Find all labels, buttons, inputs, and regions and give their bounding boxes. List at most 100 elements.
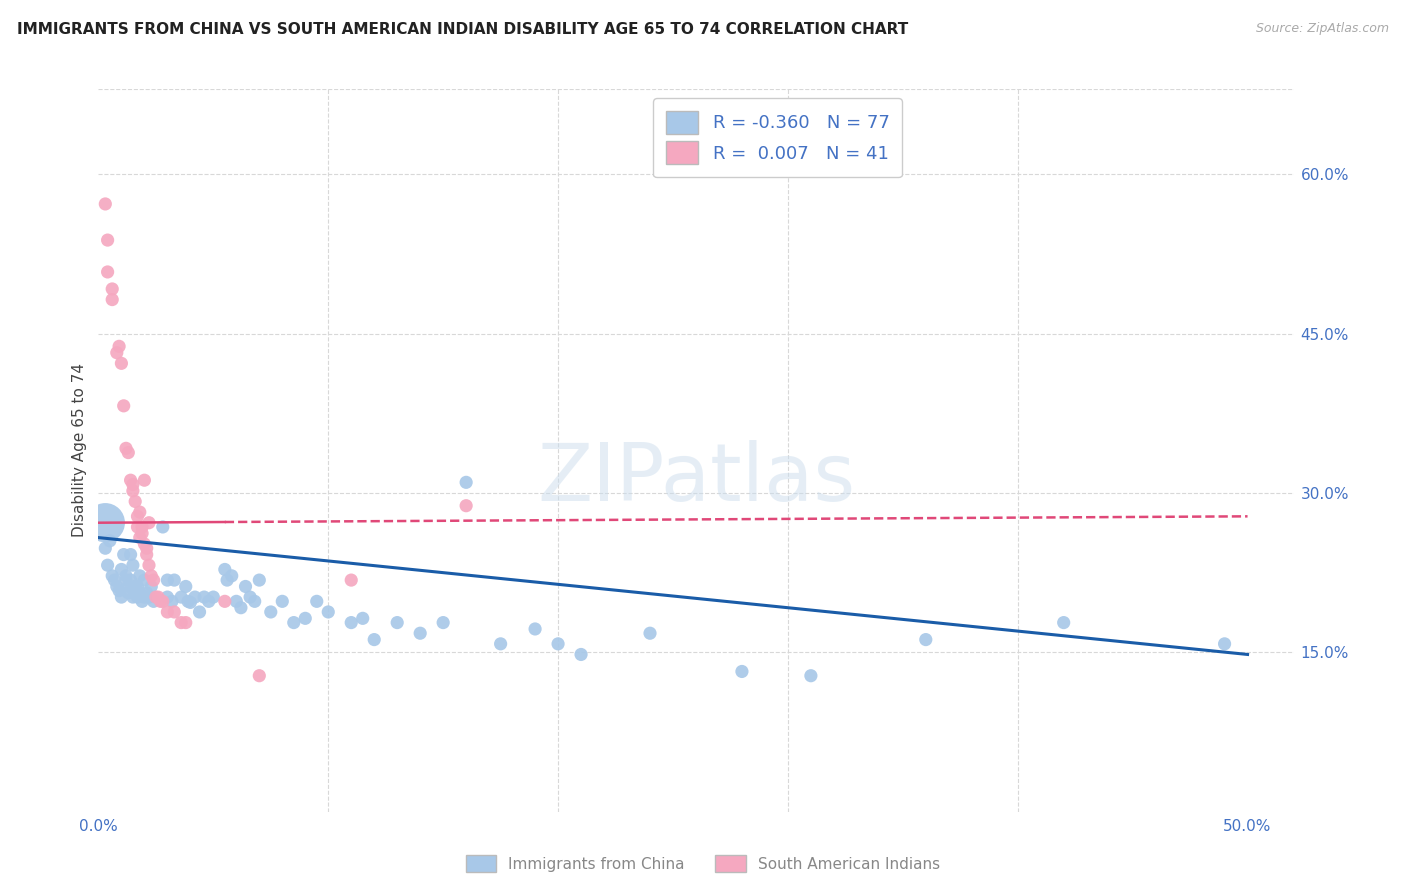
Point (110, 356, 132, 370)
Text: Source: ZipAtlas.com: Source: ZipAtlas.com (1256, 22, 1389, 36)
Point (294, 611, 316, 625)
Point (97, 233, 120, 247)
Point (456, 499, 478, 513)
Point (94, 541, 117, 556)
Point (135, 548, 157, 562)
Point (363, 632, 385, 647)
Point (115, 569, 138, 583)
Point (152, 594, 174, 608)
Point (456, 475, 478, 490)
Point (127, 590, 149, 604)
Point (122, 590, 145, 604)
Point (239, 590, 262, 604)
Point (243, 594, 266, 608)
Point (638, 626, 661, 640)
Point (409, 626, 432, 640)
Point (117, 445, 139, 459)
Point (141, 579, 163, 593)
Point (152, 520, 174, 534)
Point (138, 516, 160, 530)
Point (547, 637, 569, 651)
Point (174, 579, 197, 593)
Point (134, 473, 156, 487)
Point (221, 569, 243, 583)
Point (112, 548, 135, 562)
Point (148, 590, 170, 604)
Point (120, 473, 142, 487)
Legend: Immigrants from China, South American Indians: Immigrants from China, South American In… (458, 847, 948, 880)
Point (122, 558, 145, 573)
Point (184, 590, 207, 604)
Point (101, 282, 124, 296)
Y-axis label: Disability Age 65 to 74: Disability Age 65 to 74 (72, 363, 87, 538)
Point (117, 579, 139, 593)
Point (122, 483, 145, 498)
Point (340, 573, 363, 587)
Point (124, 579, 146, 593)
Point (160, 594, 183, 608)
Point (247, 573, 270, 587)
Point (156, 590, 179, 604)
Point (174, 615, 197, 630)
Point (316, 605, 339, 619)
Point (1053, 615, 1076, 630)
Point (127, 509, 149, 524)
Point (128, 531, 150, 545)
Point (115, 442, 138, 456)
Point (1213, 637, 1236, 651)
Point (156, 605, 179, 619)
Point (97, 558, 120, 573)
Point (229, 600, 252, 615)
Point (98, 533, 121, 548)
Point (188, 605, 211, 619)
Point (108, 583, 131, 598)
Point (914, 632, 936, 647)
Point (110, 562, 132, 576)
Point (432, 615, 454, 630)
Point (340, 615, 363, 630)
Text: IMMIGRANTS FROM CHINA VS SOUTH AMERICAN INDIAN DISABILITY AGE 65 TO 74 CORRELATI: IMMIGRANTS FROM CHINA VS SOUTH AMERICAN … (17, 22, 908, 37)
Point (131, 526, 153, 541)
Point (731, 665, 754, 679)
Point (247, 669, 270, 683)
Point (163, 573, 186, 587)
Point (94, 197, 117, 211)
Point (569, 648, 592, 662)
Point (103, 573, 125, 587)
Point (352, 611, 374, 625)
Point (101, 293, 124, 307)
Point (145, 590, 167, 604)
Point (134, 590, 156, 604)
Point (283, 615, 305, 630)
Point (217, 573, 239, 587)
Point (149, 594, 172, 608)
Point (179, 595, 201, 609)
Point (128, 586, 150, 600)
Point (141, 569, 163, 583)
Point (489, 637, 512, 651)
Point (214, 562, 236, 576)
Point (117, 586, 139, 600)
Point (134, 537, 156, 551)
Point (128, 505, 150, 519)
Point (135, 541, 157, 556)
Point (127, 579, 149, 593)
Point (214, 594, 236, 608)
Point (112, 399, 135, 413)
Legend: R = -0.360   N = 77, R =  0.007   N = 41: R = -0.360 N = 77, R = 0.007 N = 41 (652, 98, 903, 178)
Point (170, 590, 193, 604)
Point (94, 516, 117, 530)
Point (122, 477, 145, 491)
Point (197, 594, 219, 608)
Point (127, 520, 149, 534)
Point (124, 494, 146, 508)
Point (524, 622, 547, 636)
Point (142, 573, 165, 587)
Point (138, 590, 160, 604)
Point (156, 573, 179, 587)
Point (97, 265, 120, 279)
Point (110, 590, 132, 604)
Point (105, 579, 128, 593)
Point (235, 579, 257, 593)
Point (193, 590, 215, 604)
